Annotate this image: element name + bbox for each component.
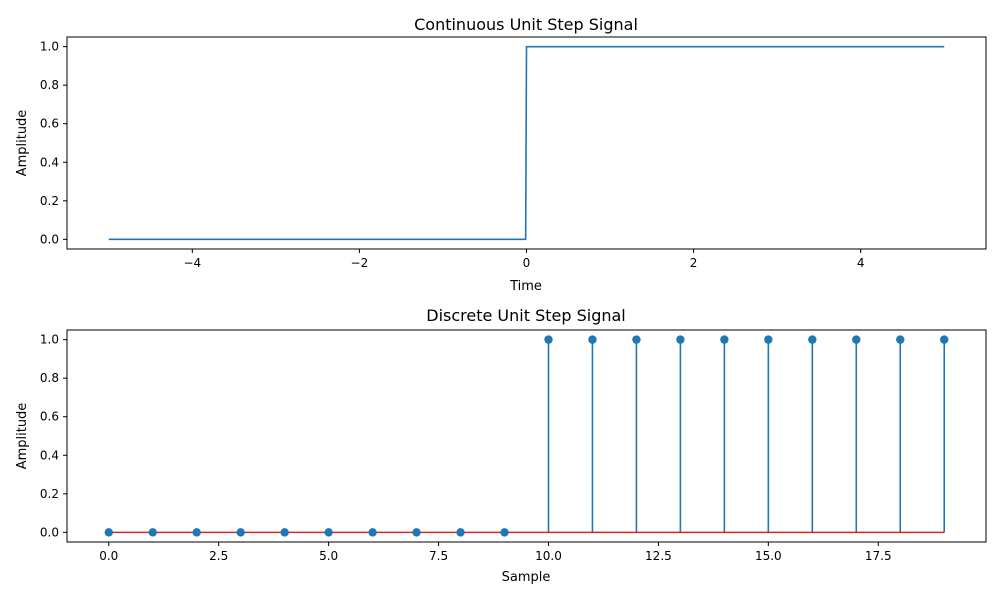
stem-marker	[104, 528, 113, 537]
stem-marker	[676, 335, 685, 344]
discrete-step-plot: Discrete Unit Step Signal Sample Amplitu…	[15, 306, 987, 585]
y-tick-label: 0.8	[40, 371, 59, 385]
x-tick-label: 0	[523, 256, 531, 270]
stem-marker	[632, 335, 641, 344]
y-axis-label: Amplitude	[15, 110, 30, 177]
x-tick-label: 10.0	[535, 549, 562, 563]
continuous-step-plot: Continuous Unit Step Signal Time Amplitu…	[15, 15, 987, 294]
y-axis-label: Amplitude	[15, 403, 30, 470]
y-tick-label: 0.2	[40, 487, 59, 501]
stem-marker	[852, 335, 861, 344]
y-tick-label: 0.6	[40, 117, 59, 131]
y-tick-label: 1.0	[40, 333, 59, 347]
stem-marker	[368, 528, 377, 537]
x-axis-label: Sample	[502, 570, 551, 585]
stem-marker	[280, 528, 289, 537]
x-tick-label: 0.0	[99, 549, 118, 563]
stem-marker	[720, 335, 729, 344]
x-tick-label: 5.0	[319, 549, 338, 563]
plot-title: Continuous Unit Step Signal	[414, 15, 638, 34]
x-tick-label: 12.5	[645, 549, 672, 563]
stem-marker	[588, 335, 597, 344]
plot-frame	[66, 36, 987, 250]
stem-marker	[148, 528, 157, 537]
stem-marker	[412, 528, 421, 537]
x-tick-label: 7.5	[429, 549, 448, 563]
stem-marker	[808, 335, 817, 344]
stem-marker	[764, 335, 773, 344]
y-tick-label: 0.2	[40, 194, 59, 208]
y-tick-label: 0.4	[40, 155, 59, 169]
stem-marker	[940, 335, 949, 344]
stem-marker	[500, 528, 509, 537]
y-tick-label: 1.0	[40, 40, 59, 54]
x-tick-label: 2.5	[209, 549, 228, 563]
x-tick-label: 17.5	[865, 549, 892, 563]
y-tick-label: 0.0	[40, 232, 59, 246]
plot-title: Discrete Unit Step Signal	[426, 306, 626, 325]
x-tick-label: 15.0	[755, 549, 782, 563]
stem-marker	[456, 528, 465, 537]
x-axis-label: Time	[509, 279, 542, 294]
step-line	[108, 45, 945, 241]
x-tick-label: −2	[351, 256, 369, 270]
tick-group: 0.0 2.5 5.0 7.5 10.0 12.5 15.0 17.5 0.0 0.2 0.4 0.6…	[40, 333, 892, 563]
y-tick-label: 0.8	[40, 78, 59, 92]
x-tick-label: −4	[183, 256, 201, 270]
stem-marker	[896, 335, 905, 344]
series-group	[104, 335, 949, 537]
y-tick-label: 0.0	[40, 525, 59, 539]
x-tick-label: 4	[857, 256, 865, 270]
y-tick-label: 0.6	[40, 410, 59, 424]
plot-frame	[66, 329, 987, 543]
x-tick-label: 2	[690, 256, 698, 270]
y-tick-label: 0.4	[40, 448, 59, 462]
stem-marker	[324, 528, 333, 537]
stem-marker	[236, 528, 245, 537]
series-group	[108, 45, 945, 241]
stem-marker	[192, 528, 201, 537]
stem-marker	[544, 335, 553, 344]
tick-group: −4 −2 0 2 4 0.0 0.2 0.4 0.6 0.8 1.0	[40, 40, 865, 270]
